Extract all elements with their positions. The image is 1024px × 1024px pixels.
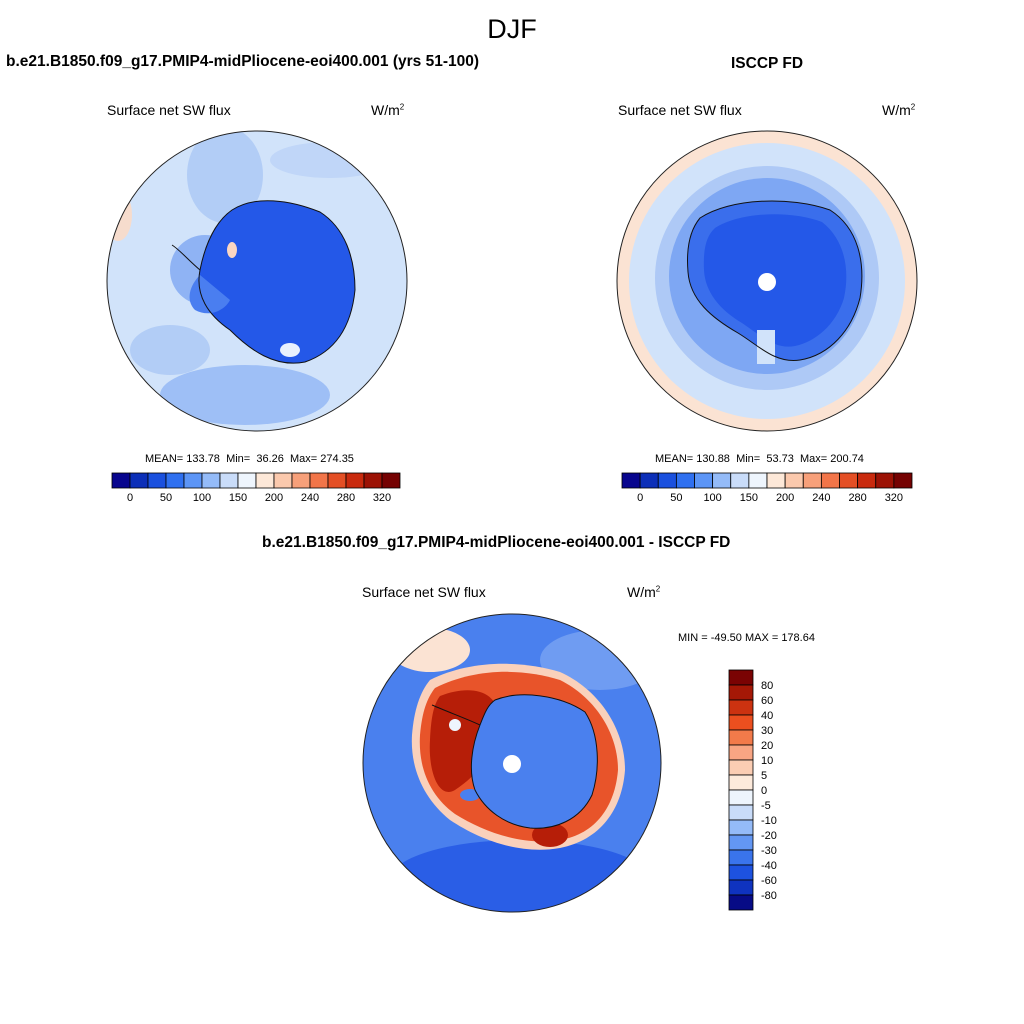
colorbar2-box xyxy=(857,472,877,489)
colorbar3-box xyxy=(728,864,754,881)
colorbar3-box xyxy=(728,849,754,866)
colorbar3-tick-label: 60 xyxy=(761,695,773,707)
panel1-units-label: W/m2 xyxy=(371,102,405,118)
map1-polar-plot xyxy=(106,130,408,432)
colorbar2-tick-label: 150 xyxy=(740,492,758,504)
panel2-title: ISCCP FD xyxy=(731,55,804,72)
colorbar2-box xyxy=(802,472,822,489)
panel3-stats: MIN = -49.50 MAX = 178.64 xyxy=(678,632,815,644)
panel2-units-label: W/m2 xyxy=(882,102,916,118)
colorbar3-tick-label: 5 xyxy=(761,770,767,782)
colorbar1-box xyxy=(363,472,383,489)
colorbar1-box xyxy=(201,472,221,489)
colorbar2-box xyxy=(730,472,750,489)
colorbar2-box xyxy=(694,472,714,489)
colorbar1-box xyxy=(111,472,131,489)
colorbar3-box xyxy=(728,669,754,686)
panel2-variable-label: Surface net SW flux xyxy=(618,102,742,118)
colorbar3-box xyxy=(728,774,754,791)
panel2-stats: MEAN= 130.88 Min= 53.73 Max= 200.74 xyxy=(655,453,864,465)
colorbar2-tick-label: 50 xyxy=(670,492,682,504)
colorbar1-box xyxy=(345,472,365,489)
colorbar2-box xyxy=(621,472,641,489)
colorbar3-tick-label: -30 xyxy=(761,845,777,857)
colorbar2-tick-label: 320 xyxy=(885,492,903,504)
colorbar3-tick-label: -20 xyxy=(761,830,777,842)
panel1-stats: MEAN= 133.78 Min= 36.26 Max= 274.35 xyxy=(145,453,354,465)
colorbar3-tick-label: 10 xyxy=(761,755,773,767)
colorbar2-tick-label: 280 xyxy=(848,492,866,504)
colorbar1-box xyxy=(309,472,329,489)
panel1-title: b.e21.B1850.f09_g17.PMIP4-midPliocene-eo… xyxy=(6,53,479,70)
colorbar3-tick-label: 20 xyxy=(761,740,773,752)
colorbar-panel2: 0 50 100 150 200 240 280 320 xyxy=(621,472,913,504)
colorbar3-tick-label: 40 xyxy=(761,710,773,722)
colorbar3-box xyxy=(728,699,754,716)
colorbar1-tick-label: 320 xyxy=(373,492,391,504)
colorbar1-box xyxy=(381,472,401,489)
colorbar3-tick-label: 0 xyxy=(761,785,767,797)
map2-polar-plot xyxy=(616,130,918,432)
main-title: DJF xyxy=(487,14,537,44)
colorbar3-box xyxy=(728,819,754,836)
colorbar2-box xyxy=(766,472,786,489)
panel3-units-label: W/m2 xyxy=(627,584,661,600)
panel3-title: b.e21.B1850.f09_g17.PMIP4-midPliocene-eo… xyxy=(262,534,731,551)
colorbar1-tick-label: 200 xyxy=(265,492,283,504)
colorbar2-tick-label: 240 xyxy=(812,492,830,504)
colorbar1-tick-label: 150 xyxy=(229,492,247,504)
colorbar1-box xyxy=(147,472,167,489)
colorbar2-box xyxy=(893,472,913,489)
colorbar3-tick-label: -60 xyxy=(761,875,777,887)
panel3-variable-label: Surface net SW flux xyxy=(362,584,486,600)
colorbar2-box xyxy=(820,472,840,489)
colorbar1-tick-label: 280 xyxy=(337,492,355,504)
colorbar1-tick-label: 50 xyxy=(160,492,172,504)
colorbar2-box xyxy=(784,472,804,489)
colorbar1-box xyxy=(291,472,311,489)
colorbar1-box xyxy=(273,472,293,489)
colorbar3-tick-label: -40 xyxy=(761,860,777,872)
colorbar1-box xyxy=(327,472,347,489)
colorbar2-box xyxy=(839,472,859,489)
colorbar3-box xyxy=(728,729,754,746)
map3-polar-plot xyxy=(362,613,662,913)
colorbar3-tick-label: -5 xyxy=(761,800,771,812)
colorbar3-box xyxy=(728,714,754,731)
colorbar3-box xyxy=(728,894,754,911)
colorbar1-box xyxy=(237,472,257,489)
colorbar3-box xyxy=(728,684,754,701)
colorbar2-box xyxy=(748,472,768,489)
colorbar1-tick-label: 240 xyxy=(301,492,319,504)
colorbar2-box xyxy=(712,472,732,489)
colorbar3-box xyxy=(728,744,754,761)
colorbar2-box xyxy=(639,472,659,489)
colorbar2-tick-label: 200 xyxy=(776,492,794,504)
colorbar2-tick-label: 0 xyxy=(637,492,643,504)
colorbar1-box xyxy=(165,472,185,489)
colorbar3-box xyxy=(728,804,754,821)
colorbar1-box xyxy=(183,472,203,489)
colorbar3-box xyxy=(728,879,754,896)
colorbar3-tick-label: -80 xyxy=(761,890,777,902)
colorbar3-box xyxy=(728,834,754,851)
colorbar2-box xyxy=(875,472,895,489)
panel1-variable-label: Surface net SW flux xyxy=(107,102,231,118)
colorbar1-tick-label: 0 xyxy=(127,492,133,504)
colorbar1-tick-label: 100 xyxy=(193,492,211,504)
colorbar1-box xyxy=(219,472,239,489)
colorbar-panel3: 80 60 40 30 20 10 5 0 -5 -10 -20 -30 -40 -60 -80 xyxy=(728,669,777,911)
colorbar2-box xyxy=(657,472,677,489)
colorbar3-box xyxy=(728,789,754,806)
colorbar3-box xyxy=(728,759,754,776)
colorbar3-tick-label: 80 xyxy=(761,680,773,692)
colorbar-panel1: 0 50 100 150 200 240 280 320 xyxy=(111,472,401,504)
colorbar3-tick-label: 30 xyxy=(761,725,773,737)
colorbar1-box xyxy=(129,472,149,489)
colorbar2-tick-label: 100 xyxy=(703,492,721,504)
colorbar2-box xyxy=(675,472,695,489)
colorbar1-box xyxy=(255,472,275,489)
colorbar3-tick-label: -10 xyxy=(761,815,777,827)
